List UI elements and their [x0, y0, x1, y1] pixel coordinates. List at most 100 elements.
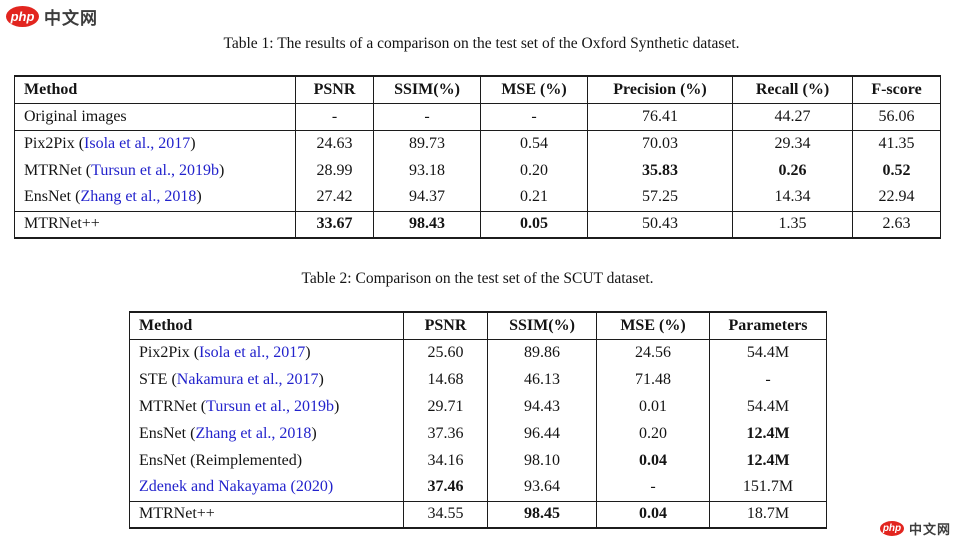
table-row: MTRNet (Tursun et al., 2019b) 28.99 93.18 0… — [14, 157, 941, 184]
table-row: Zdenek and Nakayama (2020) 37.46 93.64-151… — [129, 474, 827, 501]
column-header: SSIM(%) — [373, 76, 481, 103]
value-cell: 35.83 — [587, 157, 733, 184]
value-cell: 54.4M — [709, 339, 827, 366]
column-header: Method — [129, 312, 404, 339]
table2-scut-results: Method PSNR SSIM(%) MSE (%) Parameters Pix2P… — [129, 311, 827, 529]
column-header: PSNR — [403, 312, 488, 339]
citation-link[interactable]: Tursun et al., 2019b — [91, 161, 219, 179]
column-header: Parameters — [709, 312, 827, 339]
column-header: MSE (%) — [596, 312, 710, 339]
table-row: MTRNet++ 34.55 98.45 0.04 18.7M — [129, 501, 827, 528]
value-cell: 46.13 — [487, 366, 597, 393]
table-row: MTRNet++ 33.67 98.43 0.05 50.43 1.35 2.63 — [14, 211, 941, 238]
value-cell: - — [709, 366, 827, 393]
value-cell: - — [480, 103, 588, 130]
column-header: SSIM(%) — [487, 312, 597, 339]
value-cell: 76.41 — [587, 103, 733, 130]
value-cell: 0.05 — [480, 211, 588, 238]
php-cn-logo: php 中文网 — [6, 4, 98, 29]
logo-text: 中文网 — [908, 522, 951, 537]
value-cell: 94.37 — [373, 184, 481, 211]
column-header: Method — [14, 76, 296, 103]
value-cell: 71.48 — [596, 366, 710, 393]
table-header-row: Method PSNR SSIM(%) MSE (%) Parameters — [129, 312, 827, 339]
value-cell: 70.03 — [587, 130, 733, 157]
method-cell: MTRNet (Tursun et al., 2019b) — [14, 157, 296, 184]
method-cell: EnsNet (Zhang et al., 2018) — [14, 184, 296, 211]
value-cell: 98.10 — [487, 447, 597, 474]
value-cell: 34.16 — [403, 447, 488, 474]
value-cell: 0.04 — [596, 447, 710, 474]
table-row: MTRNet (Tursun et al., 2019b) 29.71 94.43 0… — [129, 393, 827, 420]
value-cell: 98.43 — [373, 211, 481, 238]
column-header: PSNR — [295, 76, 374, 103]
method-cell: Zdenek and Nakayama (2020) — [129, 474, 404, 501]
value-cell: 0.20 — [596, 420, 710, 447]
value-cell: 89.86 — [487, 339, 597, 366]
value-cell: 93.64 — [487, 474, 597, 501]
citation-link[interactable]: Zhang et al., 2018 — [195, 424, 312, 442]
value-cell: 1.35 — [732, 211, 853, 238]
citation-link[interactable]: Zdenek and Nakayama (2020) — [139, 478, 334, 496]
table-row: EnsNet (Reimplemented) 34.16 98.10 0.04 12.4… — [129, 447, 827, 474]
value-cell: 14.34 — [732, 184, 853, 211]
value-cell: 0.54 — [480, 130, 588, 157]
value-cell: 94.43 — [487, 393, 597, 420]
column-header: Recall (%) — [732, 76, 853, 103]
value-cell: - — [596, 474, 710, 501]
value-cell: 44.27 — [732, 103, 853, 130]
value-cell: 0.52 — [852, 157, 941, 184]
method-cell: Pix2Pix (Isola et al., 2017) — [129, 339, 404, 366]
value-cell: - — [295, 103, 374, 130]
value-cell: - — [373, 103, 481, 130]
table1-oxford-results: Method PSNR SSIM(%) MSE (%) Precision (%) Rec… — [14, 75, 941, 239]
value-cell: 96.44 — [487, 420, 597, 447]
value-cell: 56.06 — [852, 103, 941, 130]
method-cell: MTRNet++ — [129, 501, 404, 528]
method-cell: MTRNet (Tursun et al., 2019b) — [129, 393, 404, 420]
value-cell: 41.35 — [852, 130, 941, 157]
value-cell: 18.7M — [709, 501, 827, 528]
table-row: Pix2Pix (Isola et al., 2017) 25.60 89.86 24… — [129, 339, 827, 366]
value-cell: 22.94 — [852, 184, 941, 211]
value-cell: 34.55 — [403, 501, 488, 528]
value-cell: 0.20 — [480, 157, 588, 184]
value-cell: 89.73 — [373, 130, 481, 157]
value-cell: 24.63 — [295, 130, 374, 157]
php-badge-icon: php — [6, 6, 39, 27]
value-cell: 12.4M — [709, 447, 827, 474]
value-cell: 57.25 — [587, 184, 733, 211]
php-badge-icon: php — [879, 521, 904, 536]
method-cell: MTRNet++ — [14, 211, 296, 238]
citation-link[interactable]: Zhang et al., 2018 — [80, 188, 197, 206]
value-cell: 37.36 — [403, 420, 488, 447]
method-cell: EnsNet (Reimplemented) — [129, 447, 404, 474]
value-cell: 33.67 — [295, 211, 374, 238]
value-cell: 50.43 — [587, 211, 733, 238]
column-header: Precision (%) — [587, 76, 733, 103]
table-row: EnsNet (Zhang et al., 2018) 37.36 96.44 0.2… — [129, 420, 827, 447]
citation-link[interactable]: Isola et al., 2017 — [84, 134, 191, 152]
value-cell: 0.26 — [732, 157, 853, 184]
method-cell: Original images — [14, 103, 296, 130]
value-cell: 93.18 — [373, 157, 481, 184]
table1-caption: Table 1: The results of a comparison on … — [223, 35, 740, 52]
value-cell: 54.4M — [709, 393, 827, 420]
column-header: F-score — [852, 76, 941, 103]
value-cell: 24.56 — [596, 339, 710, 366]
value-cell: 0.21 — [480, 184, 588, 211]
citation-link[interactable]: Nakamura et al., 2017 — [176, 370, 319, 388]
value-cell: 29.71 — [403, 393, 488, 420]
method-cell: STE (Nakamura et al., 2017) — [129, 366, 404, 393]
method-cell: Pix2Pix (Isola et al., 2017) — [14, 130, 296, 157]
value-cell: 27.42 — [295, 184, 374, 211]
table-row: Original images - - -76.41 44.27 56.06 — [14, 103, 941, 130]
value-cell: 151.7M — [709, 474, 827, 501]
citation-link[interactable]: Tursun et al., 2019b — [206, 397, 334, 415]
table-header-row: Method PSNR SSIM(%) MSE (%) Precision (%) Rec… — [14, 76, 941, 103]
logo-text: 中文网 — [44, 9, 98, 28]
column-header: MSE (%) — [480, 76, 588, 103]
citation-link[interactable]: Isola et al., 2017 — [199, 343, 306, 361]
method-cell: EnsNet (Zhang et al., 2018) — [129, 420, 404, 447]
